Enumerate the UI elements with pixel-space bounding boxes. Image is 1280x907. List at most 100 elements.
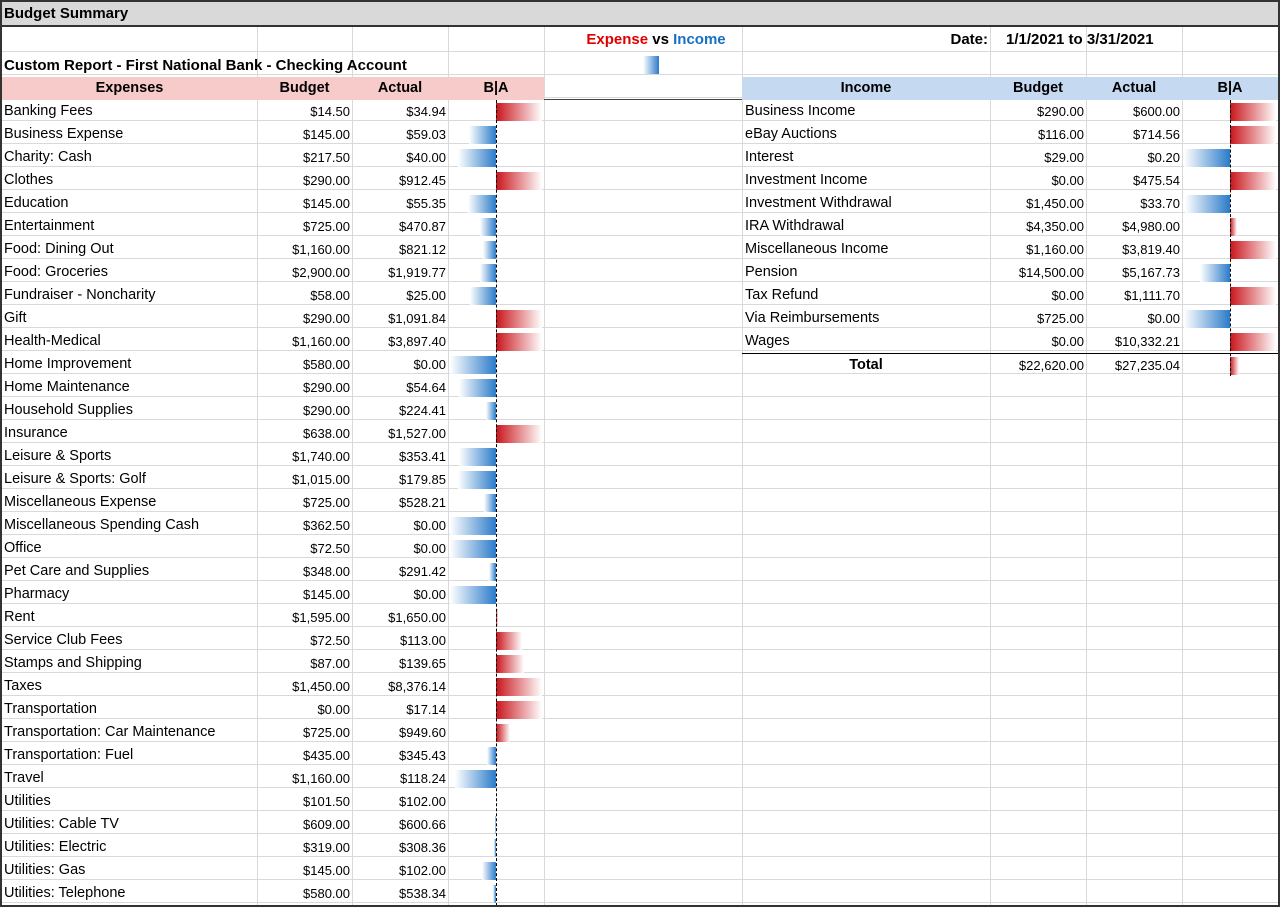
table-row: eBay Auctions $116.00 $714.56 (2, 123, 1278, 146)
expense-actual: $821.12 (399, 242, 446, 257)
table-row: Interest $29.00 $0.20 (2, 146, 1278, 169)
subtitle-row: Custom Report - First National Bank - Ch… (2, 54, 1278, 77)
date-label: Date: (950, 31, 988, 48)
expense-actual: $1,919.77 (388, 265, 446, 280)
income-ba-bar (1230, 126, 1276, 144)
expense-actual: $353.41 (399, 449, 446, 464)
grid-row-line (2, 833, 1278, 834)
expenses-budget-header: Budget (257, 77, 352, 100)
expense-ba-bar (459, 448, 496, 466)
grid-row-line (2, 281, 1278, 282)
expense-budget: $290.00 (303, 380, 350, 395)
expense-ba-axis (496, 100, 497, 905)
expense-ba-bar (459, 379, 496, 397)
expense-category: Rent (4, 609, 35, 625)
expense-vs-income-legend: Expense vs Income (568, 28, 744, 51)
grid-row-line (2, 97, 1278, 98)
table-row: Banking Fees $14.50 $34.94 (2, 100, 1278, 123)
expense-category: Health-Medical (4, 333, 101, 349)
table-row: Transportation: Car Maintenance $725.00 $9… (2, 721, 1278, 744)
legend-bar-sample (643, 56, 659, 74)
income-ba-bar (1184, 149, 1230, 167)
expense-budget: $348.00 (303, 564, 350, 579)
income-ba-bar (1230, 287, 1276, 305)
expense-category: Transportation: Fuel (4, 747, 134, 763)
expense-budget: $362.50 (303, 518, 350, 533)
expense-category: Transportation: Car Maintenance (4, 724, 216, 740)
table-row: Education $145.00 $55.35 (2, 192, 1278, 215)
table-row: Transportation: Fuel $435.00 $345.43 (2, 744, 1278, 767)
income-actual: $5,167.73 (1122, 265, 1180, 280)
expense-category: Clothes (4, 172, 54, 188)
expense-ba-bar (450, 586, 496, 604)
income-actual: $0.00 (1147, 311, 1180, 326)
income-budget: $725.00 (1037, 311, 1084, 326)
expense-budget: $145.00 (303, 127, 350, 142)
expense-ba-bar (458, 471, 496, 489)
income-actual: $10,332.21 (1114, 334, 1180, 349)
income-budget: $0.00 (1051, 173, 1084, 188)
legend-vs: vs (652, 31, 669, 48)
expense-ba-bar (450, 540, 496, 558)
expense-budget: $1,160.00 (292, 242, 350, 257)
income-ba-bar (1184, 310, 1230, 328)
table-row: Business Income $290.00 $600.00 (2, 100, 1278, 123)
expense-actual: $308.36 (399, 840, 446, 855)
expense-actual: $59.03 (406, 127, 446, 142)
expense-budget: $1,160.00 (292, 771, 350, 786)
table-row: Investment Withdrawal $1,450.00 $33.70 (2, 192, 1278, 215)
table-row: Business Expense $145.00 $59.03 (2, 123, 1278, 146)
expense-budget: $580.00 (303, 357, 350, 372)
expense-category: Gift (4, 310, 27, 326)
expense-budget: $290.00 (303, 173, 350, 188)
expense-ba-bar (450, 517, 496, 535)
expenses-ba-header: B|A (448, 77, 544, 100)
income-budget: $0.00 (1051, 334, 1084, 349)
income-budget: $14,500.00 (1018, 265, 1084, 280)
grid-column-line (1182, 27, 1183, 905)
table-row: Home Maintenance $290.00 $54.64 (2, 376, 1278, 399)
grid-row-line (2, 235, 1278, 236)
expense-category: Transportation (4, 701, 97, 717)
expense-ba-bar (483, 241, 496, 259)
expense-ba-bar (496, 172, 542, 190)
expense-category: Food: Groceries (4, 264, 108, 280)
expense-actual: $0.00 (413, 518, 446, 533)
expense-ba-bar (458, 149, 496, 167)
grid-row-line (2, 902, 1278, 903)
expense-budget: $58.00 (310, 288, 350, 303)
table-row: Tax Refund $0.00 $1,111.70 (2, 284, 1278, 307)
report-title: Budget Summary (2, 2, 1278, 27)
expense-ba-bar (496, 678, 542, 696)
expense-budget: $609.00 (303, 817, 350, 832)
grid-row-line (2, 534, 1278, 535)
expense-actual: $470.87 (399, 219, 446, 234)
grid-column-line (352, 27, 353, 905)
table-row: Utilities $101.50 $102.00 (2, 790, 1278, 813)
expense-actual: $55.35 (406, 196, 446, 211)
expense-ba-bar (487, 747, 496, 765)
expense-ba-bar (482, 862, 496, 880)
grid-column-line (544, 27, 545, 905)
income-budget: $4,350.00 (1026, 219, 1084, 234)
table-row: Utilities: Gas $145.00 $102.00 (2, 859, 1278, 882)
income-ba-bar (1185, 195, 1230, 213)
income-ba-header: B|A (1182, 77, 1278, 100)
income-category: Miscellaneous Income (745, 241, 889, 257)
income-category: Pension (745, 264, 798, 280)
date-range: 1/1/2021 to 3/31/2021 (1006, 31, 1154, 48)
grid-row-line (2, 511, 1278, 512)
table-row: Investment Income $0.00 $475.54 (2, 169, 1278, 192)
expenses-actual-header: Actual (352, 77, 448, 100)
report-subtitle: Custom Report - First National Bank - Ch… (4, 57, 407, 74)
expense-ba-bar (468, 195, 496, 213)
expense-category: Miscellaneous Spending Cash (4, 517, 200, 533)
expense-ba-bar (496, 609, 498, 627)
expense-category: Home Improvement (4, 356, 132, 372)
expense-budget: $14.50 (310, 104, 350, 119)
expense-ba-bar (470, 287, 496, 305)
income-actual: $475.54 (1133, 173, 1180, 188)
income-budget: $290.00 (1037, 104, 1084, 119)
grid-row-line (2, 189, 1278, 190)
